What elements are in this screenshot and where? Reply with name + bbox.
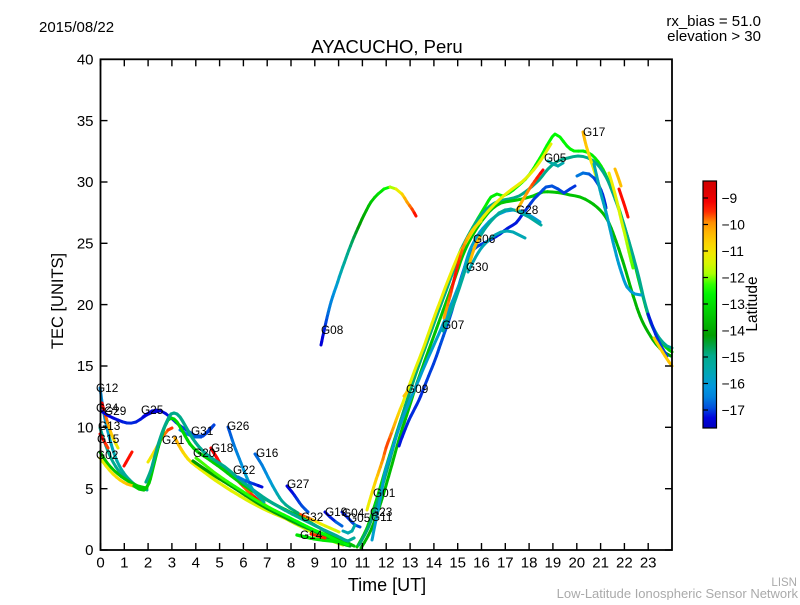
- svg-text:12: 12: [378, 555, 395, 572]
- svg-text:TEC [UNITS]: TEC [UNITS]: [49, 253, 67, 349]
- svg-text:−13: −13: [722, 297, 746, 312]
- svg-text:G23: G23: [370, 505, 393, 519]
- svg-text:G19: G19: [325, 505, 347, 519]
- svg-text:Latitude: Latitude: [744, 276, 761, 331]
- svg-text:10: 10: [330, 555, 347, 572]
- svg-text:Low-Latitude Ionospheric Senso: Low-Latitude Ionospheric Sensor Network: [557, 586, 799, 600]
- svg-text:7: 7: [263, 555, 271, 572]
- svg-text:G11: G11: [371, 510, 392, 524]
- svg-text:2: 2: [144, 555, 152, 572]
- svg-text:2015/08/22: 2015/08/22: [39, 19, 114, 36]
- svg-text:G17: G17: [583, 125, 605, 139]
- svg-text:23: 23: [640, 555, 657, 572]
- svg-text:G21: G21: [162, 433, 184, 447]
- svg-text:LISN: LISN: [771, 577, 797, 589]
- svg-text:G28: G28: [516, 203, 539, 217]
- svg-text:G31: G31: [191, 424, 213, 438]
- svg-text:1: 1: [120, 555, 128, 572]
- svg-text:19: 19: [545, 555, 562, 572]
- svg-text:−10: −10: [722, 218, 746, 233]
- svg-text:8: 8: [287, 555, 295, 572]
- svg-text:G27: G27: [287, 477, 309, 491]
- svg-text:G29: G29: [104, 404, 126, 418]
- svg-text:G07: G07: [442, 318, 464, 332]
- svg-text:9: 9: [311, 555, 319, 572]
- svg-text:25: 25: [77, 236, 94, 253]
- svg-text:14: 14: [426, 555, 443, 572]
- svg-text:0: 0: [96, 555, 104, 572]
- svg-text:G13: G13: [98, 419, 121, 433]
- svg-text:G08: G08: [321, 323, 344, 337]
- svg-text:G16: G16: [256, 446, 279, 460]
- svg-text:G26: G26: [227, 419, 250, 433]
- svg-text:G02: G02: [96, 448, 118, 462]
- svg-text:17: 17: [497, 555, 514, 572]
- svg-text:G18: G18: [211, 441, 234, 455]
- svg-text:−14: −14: [722, 324, 746, 339]
- svg-text:rx_bias = 51.0: rx_bias = 51.0: [666, 13, 761, 30]
- svg-text:4: 4: [192, 555, 200, 572]
- svg-text:3: 3: [168, 555, 176, 572]
- svg-text:G12: G12: [96, 381, 118, 395]
- svg-text:−11: −11: [722, 244, 744, 259]
- svg-text:30: 30: [77, 174, 94, 191]
- svg-text:35: 35: [77, 113, 94, 130]
- svg-text:−17: −17: [722, 403, 745, 418]
- svg-text:elevation > 30: elevation > 30: [667, 28, 761, 45]
- svg-text:G24: G24: [96, 401, 119, 415]
- svg-text:G14: G14: [300, 528, 323, 542]
- svg-text:G30: G30: [466, 260, 489, 274]
- svg-text:10: 10: [77, 420, 94, 437]
- svg-text:G06: G06: [473, 232, 496, 246]
- svg-text:5: 5: [85, 481, 93, 498]
- svg-text:G25: G25: [141, 403, 164, 417]
- svg-text:G15: G15: [97, 432, 120, 446]
- svg-text:−9: −9: [722, 191, 738, 206]
- svg-text:AYACUCHO, Peru: AYACUCHO, Peru: [311, 36, 462, 57]
- svg-text:Time [UT]: Time [UT]: [348, 575, 426, 595]
- svg-text:G22: G22: [233, 463, 255, 477]
- svg-text:G09: G09: [406, 382, 428, 396]
- svg-text:20: 20: [77, 297, 94, 314]
- svg-text:15: 15: [77, 358, 94, 375]
- svg-text:G05: G05: [348, 511, 371, 525]
- svg-text:G01: G01: [373, 486, 395, 500]
- svg-text:0: 0: [85, 542, 93, 559]
- svg-text:13: 13: [402, 555, 419, 572]
- svg-text:11: 11: [355, 555, 371, 572]
- svg-text:6: 6: [239, 555, 247, 572]
- svg-text:40: 40: [77, 52, 94, 69]
- svg-text:G32: G32: [301, 510, 323, 524]
- svg-text:−16: −16: [722, 377, 746, 392]
- svg-text:−15: −15: [722, 350, 746, 365]
- svg-text:G05: G05: [544, 151, 567, 165]
- svg-text:G20: G20: [193, 446, 216, 460]
- svg-text:21: 21: [592, 555, 609, 572]
- svg-text:22: 22: [616, 555, 633, 572]
- svg-text:15: 15: [449, 555, 466, 572]
- svg-text:G04: G04: [342, 506, 365, 520]
- svg-text:20: 20: [568, 555, 585, 572]
- svg-text:5: 5: [215, 555, 223, 572]
- svg-text:18: 18: [521, 555, 538, 572]
- svg-text:−12: −12: [722, 271, 745, 286]
- svg-text:16: 16: [473, 555, 490, 572]
